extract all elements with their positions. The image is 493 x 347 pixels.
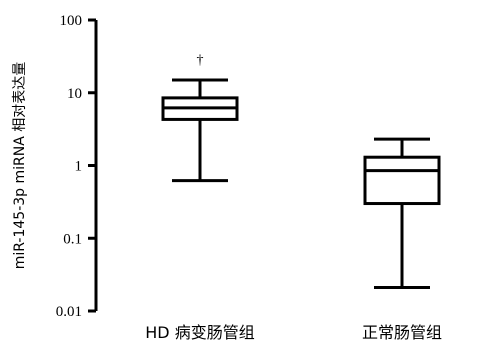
y-tick-label: 1 (75, 159, 83, 175)
y-tick-label: 100 (60, 13, 83, 29)
y-tick-label: 10 (67, 86, 82, 102)
y-tick-label: 0.1 (63, 231, 82, 247)
x-category-label: 正常肠管组 (362, 323, 442, 342)
y-axis-label-group: miR-145-3p miRNA 相对表达量 (12, 62, 28, 270)
box-1: † (161, 53, 239, 183)
y-axis: 100 10 1 0.1 0.01 (56, 13, 98, 320)
boxes-group: † (161, 53, 441, 290)
interquartile-box (363, 155, 441, 206)
y-tick-label: 0.01 (56, 304, 82, 320)
category-labels: HD 病变肠管组 正常肠管组 (145, 323, 442, 342)
significance-marker: † (197, 53, 204, 68)
x-category-label: HD 病变肠管组 (145, 323, 254, 342)
box-2 (363, 137, 441, 290)
y-axis-label: miR-145-3p miRNA 相对表达量 (12, 62, 28, 270)
